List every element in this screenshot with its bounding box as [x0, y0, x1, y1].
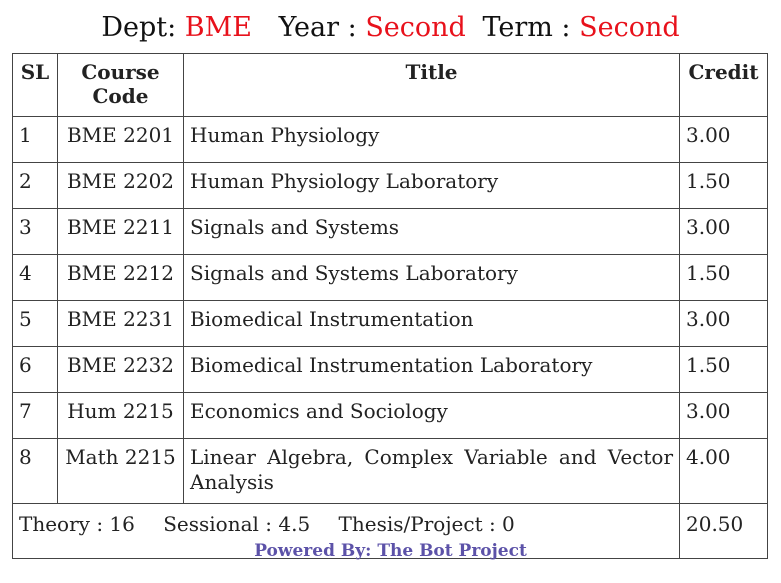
year-value: Second — [365, 12, 466, 43]
cell-course-code: BME 2202 — [57, 162, 184, 209]
cell-credit: 1.50 — [679, 254, 768, 301]
cell-credit: 3.00 — [679, 300, 768, 347]
cell-sl: 5 — [12, 300, 58, 347]
table-row: 6 BME 2232 Biomedical Instrumentation La… — [12, 346, 768, 393]
sessional-total: Sessional : 4.5 — [163, 512, 311, 536]
cell-course-code: Hum 2215 — [57, 392, 184, 439]
course-table: SL Course Code Title Credit 1 BME 2201 H… — [12, 53, 768, 559]
cell-credit: 1.50 — [679, 162, 768, 209]
cell-sl: 4 — [12, 254, 58, 301]
column-header-course-code: Course Code — [57, 53, 184, 117]
cell-title: Signals and Systems Laboratory — [183, 254, 680, 301]
table-row: 2 BME 2202 Human Physiology Laboratory 1… — [12, 162, 768, 209]
cell-title: Linear Algebra, Complex Variable and Vec… — [183, 438, 680, 504]
cell-sl: 1 — [12, 116, 58, 163]
column-header-credit: Credit — [679, 53, 768, 117]
dept-value: BME — [184, 12, 252, 43]
cell-credit: 4.00 — [679, 438, 768, 504]
page-header: Dept: BME Year : Second Term : Second — [0, 12, 781, 43]
term-label: Term : — [482, 12, 571, 43]
cell-course-code: Math 2215 — [57, 438, 184, 504]
cell-course-code: BME 2201 — [57, 116, 184, 163]
cell-course-code: BME 2232 — [57, 346, 184, 393]
summary-row: Theory : 16 Sessional : 4.5 Thesis/Proje… — [12, 503, 768, 559]
cell-course-code: BME 2211 — [57, 208, 184, 255]
cell-title: Economics and Sociology — [183, 392, 680, 439]
cell-sl: 8 — [12, 438, 58, 504]
table-row: 5 BME 2231 Biomedical Instrumentation 3.… — [12, 300, 768, 347]
cell-title: Signals and Systems — [183, 208, 680, 255]
cell-title: Biomedical Instrumentation Laboratory — [183, 346, 680, 393]
column-header-sl: SL — [12, 53, 58, 117]
table-row: 1 BME 2201 Human Physiology 3.00 — [12, 116, 768, 163]
cell-sl: 6 — [12, 346, 58, 393]
cell-sl: 7 — [12, 392, 58, 439]
cell-course-code: BME 2231 — [57, 300, 184, 347]
theory-total: Theory : 16 — [19, 512, 135, 536]
cell-credit: 1.50 — [679, 346, 768, 393]
cell-title: Human Physiology — [183, 116, 680, 163]
thesis-total: Thesis/Project : 0 — [338, 512, 515, 536]
year-label: Year : — [278, 12, 357, 43]
table-row: 8 Math 2215 Linear Algebra, Complex Vari… — [12, 438, 768, 504]
table-row: 3 BME 2211 Signals and Systems 3.00 — [12, 208, 768, 255]
cell-sl: 2 — [12, 162, 58, 209]
term-value: Second — [579, 12, 680, 43]
dept-label: Dept: — [101, 12, 177, 43]
cell-course-code: BME 2212 — [57, 254, 184, 301]
cell-title: Biomedical Instrumentation — [183, 300, 680, 347]
cell-title: Human Physiology Laboratory — [183, 162, 680, 209]
cell-sl: 3 — [12, 208, 58, 255]
credit-breakdown: Theory : 16 Sessional : 4.5 Thesis/Proje… — [12, 503, 680, 559]
table-row: 4 BME 2212 Signals and Systems Laborator… — [12, 254, 768, 301]
table-header-row: SL Course Code Title Credit — [12, 53, 768, 117]
cell-credit: 3.00 — [679, 208, 768, 255]
cell-credit: 3.00 — [679, 392, 768, 439]
powered-by-footer: Powered By: The Bot Project — [254, 541, 527, 561]
cell-credit: 3.00 — [679, 116, 768, 163]
total-credit: 20.50 — [679, 503, 768, 559]
table-row: 7 Hum 2215 Economics and Sociology 3.00 — [12, 392, 768, 439]
column-header-title: Title — [183, 53, 680, 117]
